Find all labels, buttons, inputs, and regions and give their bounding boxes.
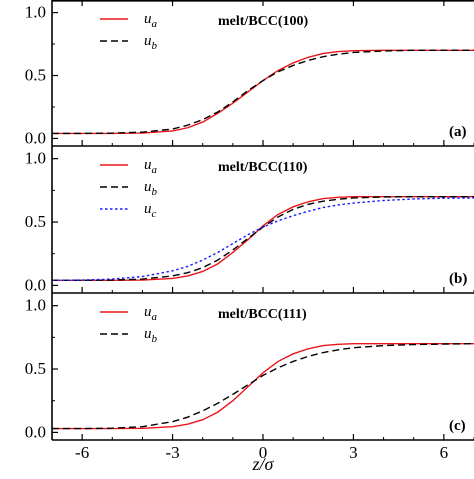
panel-1: 0.0 0.5 1.0 melt/BCC(100) (a) ua ub bbox=[25, 0, 474, 147]
y-tick-label: 1.0 bbox=[25, 149, 46, 168]
x-tick-label: 3 bbox=[349, 443, 358, 462]
series-line-u_c bbox=[52, 197, 474, 282]
x-axis-label: z/σ bbox=[252, 454, 275, 474]
panel-title: melt/BCC(100) bbox=[218, 14, 309, 29]
y-tick-label: 0.5 bbox=[25, 66, 46, 85]
panel-label: (b) bbox=[449, 271, 467, 287]
legend-label-u_c: uc bbox=[144, 201, 157, 220]
panel-label: (c) bbox=[449, 418, 466, 434]
legend-label-u_a: ua bbox=[144, 157, 158, 176]
x-tick-label: -6 bbox=[75, 443, 89, 462]
legend-label-u_b: ub bbox=[144, 33, 158, 52]
panel-label: (a) bbox=[449, 124, 467, 140]
legend-label-u_b: ub bbox=[144, 326, 158, 345]
y-tick-label: 0.0 bbox=[25, 275, 46, 294]
y-tick-label: 0.5 bbox=[25, 359, 46, 378]
series-line-u_b bbox=[52, 342, 474, 430]
x-tick-label: 0 bbox=[259, 443, 268, 462]
series-line-u_b bbox=[52, 49, 474, 135]
y-tick-label: 1.0 bbox=[25, 3, 46, 22]
panel-title: melt/BCC(111) bbox=[218, 307, 307, 322]
panel-2: 0.0 0.5 1.0 melt/BCC(110) (b) ua ub uc bbox=[25, 146, 474, 294]
series-line-u_a bbox=[52, 342, 474, 430]
y-tick-label: 1.0 bbox=[25, 296, 46, 315]
x-tick-label: 6 bbox=[440, 443, 449, 462]
legend-label-u_a: ua bbox=[144, 11, 158, 30]
legend-label-u_a: ua bbox=[144, 304, 158, 323]
x-tick-label: -3 bbox=[165, 443, 179, 462]
y-tick-label: 0.0 bbox=[25, 128, 46, 147]
legend-label-u_b: ub bbox=[144, 179, 158, 198]
panel-title: melt/BCC(110) bbox=[218, 160, 308, 175]
y-tick-label: 0.5 bbox=[25, 212, 46, 231]
y-tick-label: 0.0 bbox=[25, 422, 46, 441]
series-line-u_a bbox=[52, 49, 474, 135]
panel-3: 0.0 0.5 1.0 -6 -3 0 3 6 melt/BCC(111) (c) ua ub z/σ bbox=[25, 293, 474, 474]
